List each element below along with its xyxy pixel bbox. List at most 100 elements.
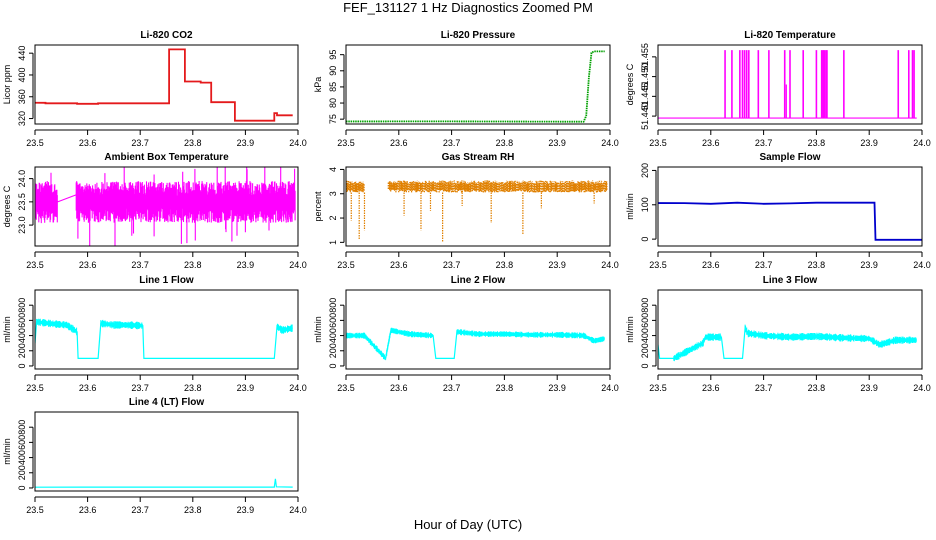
series-group [346, 50, 605, 123]
y-tick-label: 24.0 [17, 170, 27, 188]
y-tick-label: 90 [328, 66, 338, 76]
x-tick-label: 23.8 [496, 260, 514, 270]
x-axis: 23.5 23.6 23.7 23.8 23.9 24.0 [649, 251, 931, 270]
y-tick-label: 2 [328, 216, 338, 221]
y-axis-label: kPa [313, 77, 323, 93]
y-tick-label: 80 [328, 98, 338, 108]
x-tick-label: 24.0 [913, 138, 931, 148]
plot-frame [657, 166, 923, 247]
y-tick-label: 600 [640, 313, 650, 328]
x-tick-label: 23.9 [548, 138, 566, 148]
series-line [346, 180, 608, 193]
panel-title: Line 1 Flow [139, 275, 194, 286]
panel-title: Li-820 Pressure [441, 30, 516, 41]
panel-8: Line 2 Flow ml/min 23.5 23.6 23.7 23.8 23.9 24.… [313, 275, 619, 393]
y-tick-label: 23.5 [17, 193, 27, 211]
series-group [658, 324, 917, 362]
x-tick-label: 23.8 [808, 138, 826, 148]
series-line [658, 201, 922, 241]
panel-title: Ambient Box Temperature [104, 152, 229, 163]
panel-9: Line 3 Flow ml/min 23.5 23.6 23.7 23.8 23.9 24.… [625, 275, 931, 393]
y-tick-label: 200 [17, 465, 27, 480]
y-tick-label: 200 [17, 343, 27, 358]
y-tick-label: 800 [640, 298, 650, 313]
y-tick-label: 4 [328, 167, 338, 172]
x-tick-label: 23.9 [548, 383, 566, 393]
x-tick-label: 23.7 [755, 383, 773, 393]
y-axis: 23.0 23.5 24.0 [17, 170, 34, 234]
x-axis: 23.5 23.6 23.7 23.8 23.9 24.0 [337, 251, 619, 270]
x-tick-label: 23.5 [26, 138, 44, 148]
y-axis: 75 80 85 90 95 [328, 50, 345, 124]
panel-title: Gas Stream RH [442, 152, 515, 163]
x-tick-label: 23.6 [390, 260, 408, 270]
x-tick-label: 24.0 [601, 138, 619, 148]
x-tick-label: 23.5 [26, 505, 44, 515]
x-tick-label: 23.9 [237, 260, 255, 270]
panel-5: Gas Stream RH percent 23.5 23.6 23.7 23.8 23.9… [313, 152, 619, 270]
y-tick-label: 600 [328, 313, 338, 328]
series-line [346, 50, 605, 123]
y-axis-label: ml/min [625, 193, 635, 220]
x-tick-label: 24.0 [289, 383, 307, 393]
x-tick-label: 23.6 [390, 383, 408, 393]
panel-title: Li-820 CO2 [140, 30, 193, 41]
panel-4: Ambient Box Temperature degrees C 23.5 23.6… [2, 152, 307, 270]
x-tick-label: 23.5 [649, 260, 667, 270]
y-tick-label: 51.455 [640, 43, 650, 71]
y-tick-label: 360 [17, 89, 27, 104]
y-tick-label: 440 [17, 46, 27, 61]
y-axis-label: ml/min [2, 438, 12, 465]
panel-title: Line 2 Flow [451, 275, 506, 286]
y-axis: 1 2 3 4 [328, 167, 345, 245]
x-axis: 23.5 23.6 23.7 23.8 23.9 24.0 [337, 129, 619, 148]
x-tick-label: 23.7 [131, 260, 149, 270]
x-tick-label: 23.7 [755, 260, 773, 270]
x-tick-label: 24.0 [289, 138, 307, 148]
x-tick-label: 23.5 [337, 383, 355, 393]
x-tick-label: 23.8 [184, 260, 202, 270]
x-tick-label: 23.9 [237, 138, 255, 148]
series-group [35, 478, 293, 488]
x-tick-label: 23.6 [702, 138, 720, 148]
x-tick-label: 24.0 [913, 260, 931, 270]
x-axis: 23.5 23.6 23.7 23.8 23.9 24.0 [649, 129, 931, 148]
panel-6: Sample Flow ml/min 23.5 23.6 23.7 23.8 23.9 24.… [625, 152, 931, 270]
plot-frame [34, 289, 299, 370]
y-tick-label: 51.450 [640, 63, 650, 91]
x-tick-label: 23.8 [808, 260, 826, 270]
series-line [35, 478, 293, 488]
x-axis: 23.5 23.6 23.7 23.8 23.9 24.0 [26, 129, 307, 148]
x-tick-label: 23.9 [237, 383, 255, 393]
y-tick-label: 51.440 [640, 102, 650, 130]
plot-frame [34, 166, 299, 247]
y-axis-label: ml/min [2, 316, 12, 343]
plot-frame [345, 289, 611, 370]
panel-title: Line 3 Flow [763, 275, 818, 286]
x-tick-label: 23.8 [496, 138, 514, 148]
x-axis: 23.5 23.6 23.7 23.8 23.9 24.0 [26, 496, 307, 515]
y-tick-label: 51.445 [640, 83, 650, 111]
x-tick-label: 23.9 [860, 138, 878, 148]
y-tick-label: 100 [640, 197, 650, 212]
x-tick-label: 23.7 [131, 383, 149, 393]
y-axis-label: Licor ppm [2, 65, 12, 105]
x-tick-label: 23.7 [443, 260, 461, 270]
x-axis: 23.5 23.6 23.7 23.8 23.9 24.0 [649, 374, 931, 393]
y-axis: 320 360 400 440 [17, 46, 34, 126]
x-tick-label: 24.0 [601, 260, 619, 270]
x-tick-label: 23.7 [443, 383, 461, 393]
y-tick-label: 400 [17, 450, 27, 465]
series-group [346, 180, 608, 243]
y-tick-label: 800 [17, 298, 27, 313]
x-tick-label: 23.8 [184, 138, 202, 148]
y-axis-label: degrees C [625, 63, 635, 105]
y-tick-label: 600 [17, 313, 27, 328]
